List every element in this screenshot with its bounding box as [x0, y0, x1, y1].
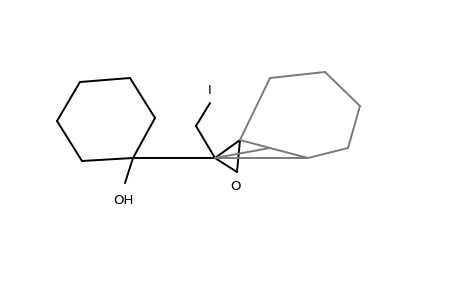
- Text: I: I: [207, 84, 212, 97]
- Text: OH: OH: [112, 194, 133, 207]
- Text: O: O: [230, 180, 241, 193]
